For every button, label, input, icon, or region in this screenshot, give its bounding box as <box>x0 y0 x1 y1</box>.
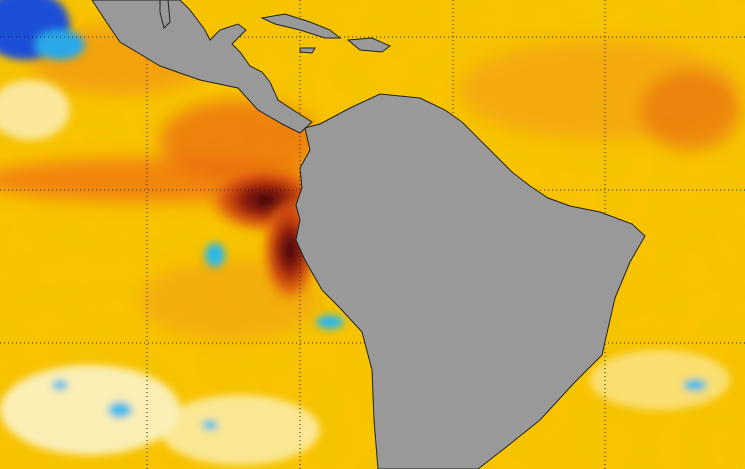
peru-warm-anomaly <box>205 165 325 305</box>
florida <box>159 0 171 29</box>
cool-patches <box>0 0 730 465</box>
cuba <box>260 13 342 39</box>
south-america <box>295 93 646 469</box>
land <box>91 0 646 469</box>
central-america <box>91 0 313 134</box>
hispaniola <box>346 37 391 53</box>
jamaica <box>299 47 316 54</box>
